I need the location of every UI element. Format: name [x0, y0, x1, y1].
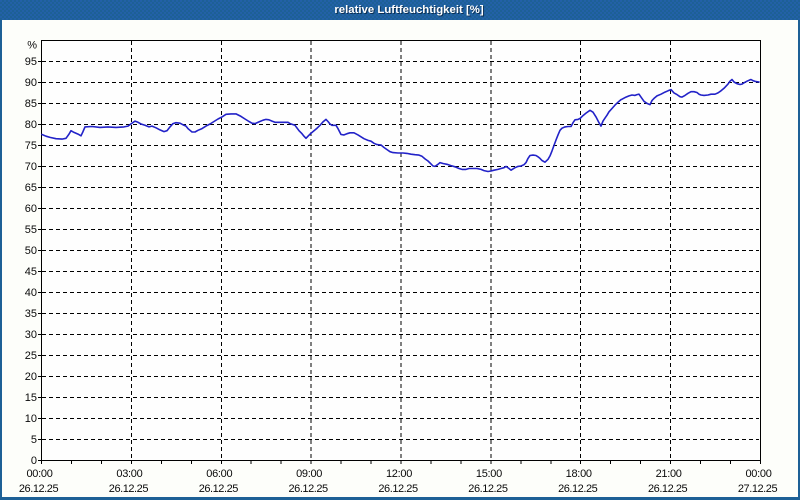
svg-text:relative Luftfeuchtigkeit [%]: relative Luftfeuchtigkeit [%] [334, 4, 484, 16]
svg-text:%: % [27, 40, 37, 52]
svg-text:26.12.25: 26.12.25 [109, 483, 149, 495]
svg-text:65: 65 [25, 182, 37, 194]
svg-text:00:00: 00:00 [745, 468, 771, 480]
svg-text:45: 45 [25, 266, 37, 278]
svg-text:85: 85 [25, 98, 37, 110]
svg-text:75: 75 [25, 140, 37, 152]
svg-text:60: 60 [25, 203, 37, 215]
svg-text:26.12.25: 26.12.25 [199, 483, 239, 495]
svg-text:18:00: 18:00 [566, 468, 592, 480]
svg-text:95: 95 [25, 56, 37, 68]
svg-text:15: 15 [25, 392, 37, 404]
svg-text:90: 90 [25, 77, 37, 89]
svg-text:26.12.25: 26.12.25 [468, 483, 508, 495]
svg-text:12:00: 12:00 [386, 468, 412, 480]
svg-text:21:00: 21:00 [656, 468, 682, 480]
svg-text:55: 55 [25, 224, 37, 236]
svg-text:00:00: 00:00 [26, 468, 52, 480]
svg-text:15:00: 15:00 [476, 468, 502, 480]
svg-text:0: 0 [31, 455, 37, 467]
svg-text:26.12.25: 26.12.25 [558, 483, 598, 495]
svg-text:40: 40 [25, 287, 37, 299]
svg-text:relative Luftfeuchtigkeit [%]: relative Luftfeuchtigkeit [%] [335, 5, 485, 17]
svg-text:26.12.25: 26.12.25 [19, 483, 59, 495]
svg-text:25: 25 [25, 350, 37, 362]
svg-text:5: 5 [31, 434, 37, 446]
svg-text:06:00: 06:00 [206, 468, 232, 480]
svg-text:50: 50 [25, 245, 37, 257]
svg-text:70: 70 [25, 161, 37, 173]
svg-text:26.12.25: 26.12.25 [378, 483, 418, 495]
svg-text:09:00: 09:00 [296, 468, 322, 480]
svg-text:35: 35 [25, 308, 37, 320]
svg-text:26.12.25: 26.12.25 [648, 483, 688, 495]
svg-text:03:00: 03:00 [116, 468, 142, 480]
svg-text:80: 80 [25, 119, 37, 131]
svg-text:30: 30 [25, 329, 37, 341]
svg-text:26.12.25: 26.12.25 [288, 483, 328, 495]
svg-text:10: 10 [25, 413, 37, 425]
svg-text:27.12.25: 27.12.25 [738, 483, 778, 495]
svg-text:20: 20 [25, 371, 37, 383]
